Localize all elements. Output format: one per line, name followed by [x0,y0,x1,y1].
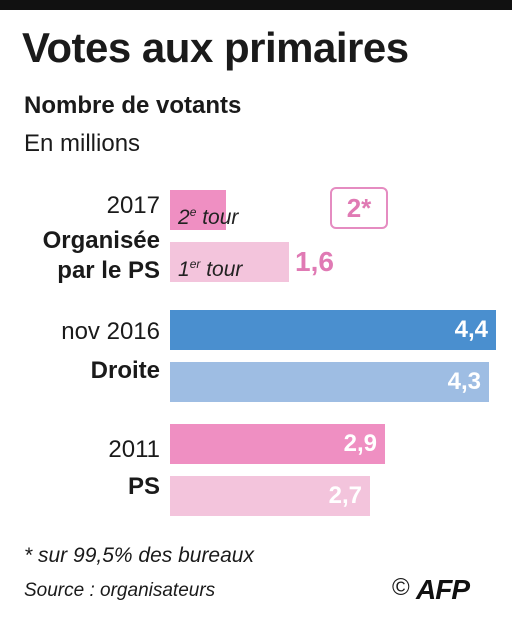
value-label-2016-2e-tour: 4,4 [454,316,488,343]
group-year-2011: 2011 [108,436,160,463]
chart-subtitle: Nombre de votants [24,92,242,119]
round-label-2e-tour: 2e tour [178,205,239,229]
value-label-2011-2e-tour: 2,9 [343,430,377,457]
bar-2017-1er-tour [170,242,289,282]
round-label-1er-tour: 1er tour [178,257,243,281]
value-label-2011-1er-tour: 2,7 [328,482,362,509]
chart-title: Votes aux primaires [22,24,409,71]
badge-2017-second-round: 2* [330,187,388,229]
group-name-2016: Droite [90,357,160,384]
group-name-2011: PS [127,473,160,500]
bar-2011-1er-tour [170,476,370,516]
value-label-2016-1er-tour: 4,3 [447,368,481,395]
group-name-2017-line2: par le PS [57,257,160,284]
copyright-icon: © [392,574,410,601]
bar-2017-2e-tour [170,190,226,230]
value-label-2017-1er-tour: 1,6 [295,246,334,277]
bar-2016-1er-tour [170,362,489,402]
afp-logo: AFP [416,574,470,605]
bar-2011-2e-tour [170,424,385,464]
chart-unit: En millions [24,130,141,157]
footnote: * sur 99,5% des bureaux [24,544,254,567]
group-year-2016: nov 2016 [61,318,160,345]
top-bar [0,0,512,10]
source-note: Source : organisateurs [24,580,216,601]
bar-2016-2e-tour [170,310,496,350]
group-year-2017: 2017 [106,192,160,219]
group-name-2017-line1: Organisée [42,227,160,254]
